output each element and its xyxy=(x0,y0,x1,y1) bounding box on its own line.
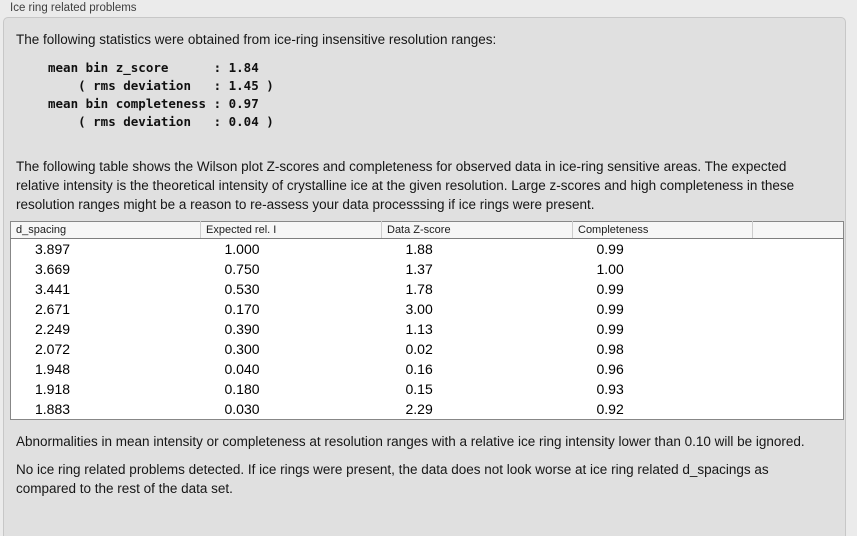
table-cell: 0.99 xyxy=(596,301,624,317)
table-cell: 0.390 xyxy=(224,321,260,337)
table-cell: 1.88 xyxy=(405,241,433,257)
table-row[interactable]: 2.671 0.170 3.00 0.99 xyxy=(11,299,844,319)
table-cell: 3.897 xyxy=(35,241,71,257)
table-row[interactable]: 3.669 0.750 1.37 1.00 xyxy=(11,259,844,279)
table-cell: 0.93 xyxy=(596,381,624,397)
table-cell: 0.180 xyxy=(224,381,260,397)
table-cell: 2.671 xyxy=(35,301,71,317)
table-cell: 1.37 xyxy=(405,261,433,277)
table-cell xyxy=(753,299,844,319)
table-cell: 1.000 xyxy=(224,241,260,257)
table-cell: 0.02 xyxy=(405,341,433,357)
table-cell: 2.072 xyxy=(35,341,71,357)
table-cell: 0.530 xyxy=(224,281,260,297)
table-cell: 0.750 xyxy=(224,261,260,277)
table-cell: 1.78 xyxy=(405,281,433,297)
panel-title: Ice ring related problems xyxy=(10,2,137,14)
table-cell xyxy=(753,379,844,399)
table-cell: 0.98 xyxy=(596,341,624,357)
table-cell: 0.96 xyxy=(596,361,624,377)
table-row[interactable]: 1.883 0.030 2.29 0.92 xyxy=(11,399,844,420)
ice-ring-table-body: 3.897 1.000 1.88 0.99 3.669 0.750 1.37 1.00 3.44… xyxy=(11,239,844,420)
table-row[interactable]: 1.948 0.040 0.16 0.96 xyxy=(11,359,844,379)
column-header-d-spacing[interactable]: d_spacing xyxy=(10,221,201,239)
table-cell: 0.99 xyxy=(596,241,624,257)
table-cell: 1.00 xyxy=(596,261,624,277)
table-row[interactable]: 3.897 1.000 1.88 0.99 xyxy=(11,239,844,260)
stats-block: mean bin z_score : 1.84 ( rms deviation … xyxy=(48,60,274,129)
table-row[interactable]: 1.918 0.180 0.15 0.93 xyxy=(11,379,844,399)
table-cell xyxy=(753,399,844,420)
table-cell: 0.300 xyxy=(224,341,260,357)
panel-group-box: The following statistics were obtained f… xyxy=(3,17,846,536)
table-cell: 0.170 xyxy=(224,301,260,317)
ignore-note: Abnormalities in mean intensity or compl… xyxy=(16,434,805,449)
table-cell xyxy=(753,319,844,339)
table-cell: 0.030 xyxy=(224,401,260,417)
table-cell: 2.249 xyxy=(35,321,71,337)
table-row[interactable]: 3.441 0.530 1.78 0.99 xyxy=(11,279,844,299)
table-cell: 1.918 xyxy=(35,381,71,397)
table-cell: 1.13 xyxy=(405,321,433,337)
column-header-completeness[interactable]: Completeness xyxy=(572,221,753,239)
intro-text: The following statistics were obtained f… xyxy=(16,32,497,47)
table-row[interactable]: 2.072 0.300 0.02 0.98 xyxy=(11,339,844,359)
ice-ring-table: d_spacing Expected rel. I Data Z-score C… xyxy=(10,221,844,420)
column-header-expected-i[interactable]: Expected rel. I xyxy=(200,221,382,239)
table-cell: 3.00 xyxy=(405,301,433,317)
table-cell xyxy=(753,359,844,379)
table-cell: 1.948 xyxy=(35,361,71,377)
table-cell: 1.883 xyxy=(35,401,71,417)
column-header-filler xyxy=(752,221,844,239)
table-cell xyxy=(753,339,844,359)
column-header-z-score[interactable]: Data Z-score xyxy=(381,221,573,239)
table-cell xyxy=(753,239,844,260)
table-cell: 3.669 xyxy=(35,261,71,277)
table-cell: 0.16 xyxy=(405,361,433,377)
table-cell xyxy=(753,279,844,299)
table-cell xyxy=(753,259,844,279)
conclusion-text: No ice ring related problems detected. I… xyxy=(16,462,769,496)
table-cell: 0.040 xyxy=(224,361,260,377)
table-row[interactable]: 2.249 0.390 1.13 0.99 xyxy=(11,319,844,339)
table-cell: 0.99 xyxy=(596,281,624,297)
description-text: The following table shows the Wilson plo… xyxy=(16,159,795,212)
table-cell: 0.92 xyxy=(596,401,624,417)
table-cell: 0.99 xyxy=(596,321,624,337)
table-cell: 0.15 xyxy=(405,381,433,397)
table-cell: 3.441 xyxy=(35,281,71,297)
table-cell: 2.29 xyxy=(405,401,433,417)
table-header-row: d_spacing Expected rel. I Data Z-score C… xyxy=(10,221,844,239)
